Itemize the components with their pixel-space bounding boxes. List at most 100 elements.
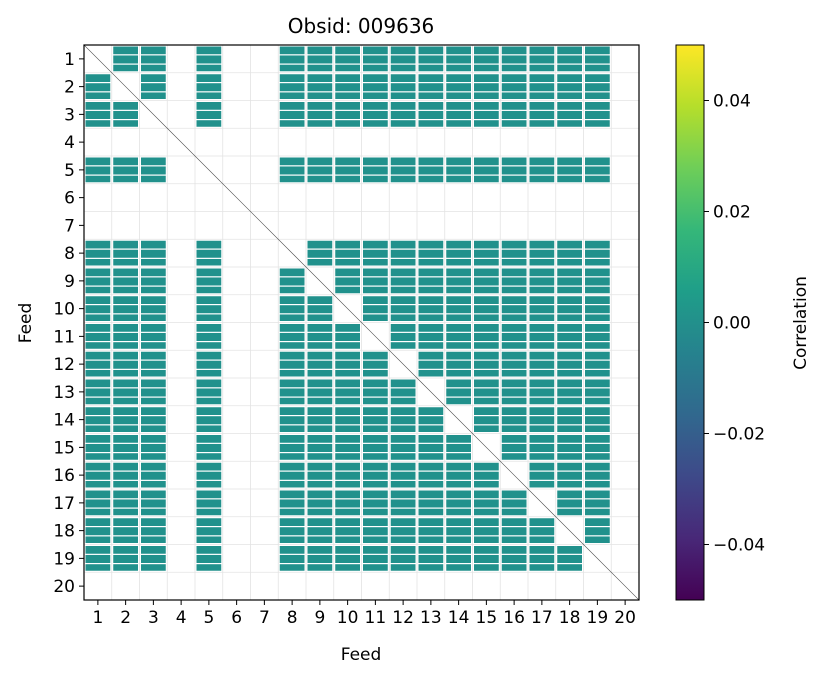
heatmap-cell-band <box>583 119 612 121</box>
heatmap-cell-17-11 <box>363 490 388 516</box>
heatmap-cell-17-9 <box>307 490 333 516</box>
heatmap-cell-15-18 <box>557 435 582 460</box>
heatmap-cell-13-9 <box>307 379 333 405</box>
heatmap-cell-band <box>583 452 612 454</box>
heatmap-cell-10-14 <box>446 296 471 321</box>
heatmap-cell-band <box>278 563 306 565</box>
heatmap-cell-band <box>139 535 168 537</box>
heatmap-cell-band <box>444 91 473 93</box>
heatmap-cell-band <box>361 553 390 555</box>
heatmap-cell-band <box>472 341 501 343</box>
heatmap-cell-band <box>555 553 584 555</box>
heatmap-cell-band <box>444 341 473 343</box>
heatmap-cell-band <box>583 368 612 370</box>
heatmap-cell-band <box>472 285 501 287</box>
heatmap-cell-band <box>84 257 112 259</box>
heatmap-cell-band <box>444 63 473 65</box>
x-tick-label: 15 <box>476 608 498 628</box>
heatmap-cell-band <box>306 119 334 121</box>
heatmap-cell-band <box>500 82 528 84</box>
heatmap-cell-16-15 <box>474 462 499 488</box>
heatmap-cell-band <box>417 257 445 259</box>
heatmap-cell-band <box>278 119 306 121</box>
heatmap-cell-band <box>361 535 390 537</box>
heatmap-cell-band <box>417 535 445 537</box>
colorbar-ticks: 0.04 0.02 0.00 −0.02 −0.04 <box>704 92 765 556</box>
heatmap-cell-band <box>528 276 556 278</box>
heatmap-cell-band <box>472 387 501 389</box>
heatmap-cell-11-9 <box>307 324 333 349</box>
heatmap-cell-band <box>500 341 528 343</box>
heatmap-cell-band <box>389 479 417 481</box>
heatmap-cell-1-10 <box>335 46 360 72</box>
heatmap-cell-12-3 <box>141 351 166 377</box>
heatmap-cell-band <box>472 63 501 65</box>
heatmap-cell-band <box>84 359 112 361</box>
heatmap-cell-band <box>528 54 556 56</box>
heatmap-cell-band <box>528 341 556 343</box>
heatmap-cell-17-3 <box>141 490 166 516</box>
heatmap-cell-band <box>278 285 306 287</box>
heatmap-cell-band <box>444 248 473 250</box>
heatmap-cell-band <box>555 415 584 417</box>
heatmap-cell-band <box>555 452 584 454</box>
heatmap-cell-15-14 <box>446 435 471 460</box>
heatmap-cell-band <box>278 82 306 84</box>
heatmap-cell-band <box>389 424 417 426</box>
heatmap-cell-band <box>139 82 168 84</box>
heatmap-cell-band <box>306 424 334 426</box>
heatmap-cell-band <box>472 165 501 167</box>
heatmap-cell-10-9 <box>307 296 333 321</box>
y-tick-label: 9 <box>64 272 75 292</box>
colorbar-tick-label: 0.00 <box>713 314 751 334</box>
heatmap-cell-band <box>389 313 417 315</box>
heatmap-cell-band <box>417 82 445 84</box>
heatmap-cell-2-19 <box>585 74 610 99</box>
heatmap-cell-band <box>417 54 445 56</box>
heatmap-cell-16-17 <box>529 462 555 488</box>
heatmap-cell-band <box>444 257 473 259</box>
heatmap-cell-3-17 <box>529 102 555 127</box>
y-tick-label: 12 <box>53 355 75 375</box>
heatmap-cell-band <box>139 563 168 565</box>
heatmap-cell-13-3 <box>141 379 166 405</box>
heatmap-cell-5-18 <box>557 157 582 183</box>
heatmap-cell-8-14 <box>446 240 471 266</box>
heatmap-cell-band <box>306 368 334 370</box>
heatmap-cell-band <box>278 359 306 361</box>
heatmap-cell-16-10 <box>335 462 360 488</box>
heatmap-cell-band <box>278 54 306 56</box>
heatmap-cell-band <box>111 304 140 306</box>
heatmap-cell-14-8 <box>279 407 305 432</box>
heatmap-cell-band <box>583 63 612 65</box>
heatmap-cell-band <box>278 313 306 315</box>
heatmap-cell-band <box>500 424 528 426</box>
heatmap-cell-band <box>84 368 112 370</box>
colorbar-tick-label: 0.02 <box>713 203 751 223</box>
heatmap-cell-13-5 <box>196 379 222 405</box>
heatmap-cell-band <box>417 174 445 176</box>
heatmap-cell-band <box>472 109 501 111</box>
heatmap-cell-band <box>417 498 445 500</box>
heatmap-cell-19-3 <box>141 546 166 571</box>
heatmap-cell-12-13 <box>418 351 444 377</box>
heatmap-cell-band <box>472 368 501 370</box>
heatmap-cell-8-17 <box>529 240 555 266</box>
heatmap-cell-band <box>472 313 501 315</box>
heatmap-cell-band <box>111 165 140 167</box>
heatmap-cell-3-2 <box>113 102 138 127</box>
heatmap-cell-band <box>84 82 112 84</box>
heatmap-cell-11-15 <box>474 324 499 349</box>
heatmap-cell-band <box>417 359 445 361</box>
heatmap-cell-band <box>472 248 501 250</box>
heatmap-cell-band <box>528 109 556 111</box>
heatmap-cell-band <box>472 54 501 56</box>
heatmap-cell-13-2 <box>113 379 138 405</box>
heatmap-cell-band <box>472 415 501 417</box>
heatmap-cell-14-5 <box>196 407 222 432</box>
heatmap-cell-2-10 <box>335 74 360 99</box>
heatmap-cell-band <box>528 535 556 537</box>
heatmap-cell-13-8 <box>279 379 305 405</box>
heatmap-cell-5-17 <box>529 157 555 183</box>
heatmap-cell-band <box>528 91 556 93</box>
